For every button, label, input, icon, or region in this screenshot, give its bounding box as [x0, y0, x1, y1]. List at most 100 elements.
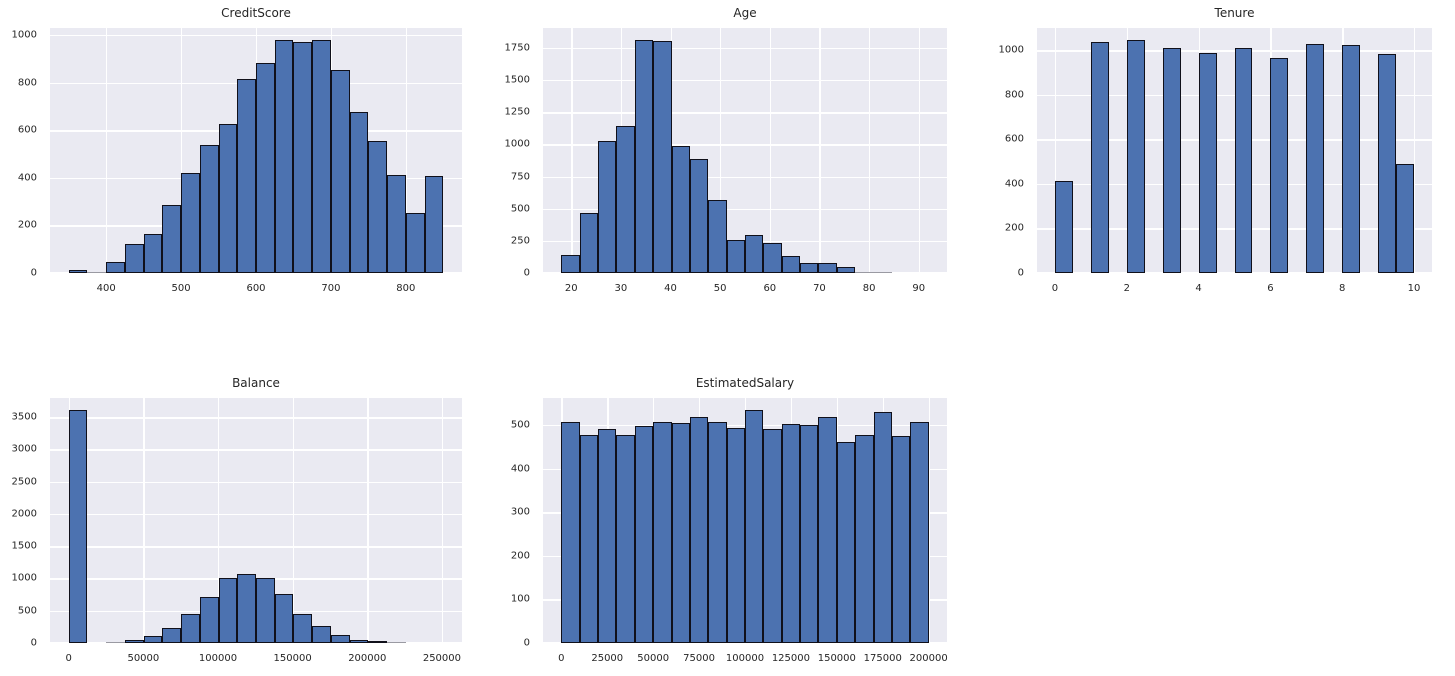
- x-tick-label: 20: [564, 283, 578, 294]
- chart-panel-tenure: Tenure 0 200 400 600 800 1000 0 2 4 6 8 10: [970, 0, 1455, 306]
- x-tick-label: 50000: [637, 653, 670, 664]
- histogram-bar: [68, 409, 88, 643]
- histogram-bar: [800, 424, 819, 643]
- histogram-bar: [1090, 42, 1109, 273]
- histogram-bar: [1378, 53, 1397, 273]
- histogram-bar: [68, 270, 88, 273]
- x-tick-label: 100000: [725, 653, 765, 664]
- histogram-bar: [1306, 44, 1325, 273]
- histogram-bar: [274, 39, 294, 273]
- histogram-bar: [726, 428, 745, 643]
- histogram-bar: [818, 416, 837, 643]
- x-tick-label: 150000: [273, 653, 312, 664]
- histogram-bar: [237, 573, 256, 643]
- histogram-bar: [1054, 181, 1073, 273]
- x-tick-label: 4: [1195, 283, 1202, 294]
- histogram-bar: [368, 641, 388, 643]
- x-tick-label: 80: [862, 283, 876, 294]
- y-tick-label: 1000: [11, 29, 37, 41]
- x-tick-label: 8: [1339, 283, 1346, 294]
- x-tick-label: 6: [1267, 283, 1274, 294]
- x-gridline: [571, 28, 573, 273]
- histogram-bar: [634, 426, 654, 643]
- y-tick-label: 250: [510, 235, 530, 247]
- histogram-bar: [910, 421, 929, 643]
- x-tick-label: 50000: [127, 653, 160, 664]
- histogram-bar: [579, 212, 599, 273]
- y-gridline: [543, 112, 947, 114]
- x-tick-label: 800: [396, 283, 416, 294]
- plot-area: [50, 398, 462, 643]
- histogram-bar: [143, 635, 163, 643]
- histogram-bar: [579, 435, 599, 643]
- y-gridline: [543, 48, 947, 50]
- histogram-bar-tiny: [855, 272, 874, 273]
- y-tick-label: 800: [1004, 89, 1024, 101]
- x-gridline: [720, 28, 722, 273]
- histogram-bar: [349, 640, 369, 643]
- chart-title: Balance: [232, 376, 280, 390]
- histogram-bar: [218, 123, 238, 273]
- histogram-bar: [293, 614, 313, 643]
- x-gridline: [1054, 28, 1057, 273]
- y-gridline: [50, 449, 462, 451]
- histogram-bar: [598, 140, 617, 273]
- x-tick-label: 0: [558, 653, 565, 664]
- histogram-bar: [106, 262, 125, 273]
- histogram-bar: [818, 262, 837, 273]
- y-gridline: [50, 417, 462, 419]
- x-gridline: [405, 28, 408, 273]
- y-tick-label: 600: [17, 124, 37, 136]
- y-tick-label: 300: [510, 506, 530, 518]
- histogram-bar: [1270, 57, 1289, 273]
- y-tick-label: 200: [17, 219, 37, 231]
- x-tick-label: 50: [713, 283, 727, 294]
- x-gridline: [918, 28, 920, 273]
- y-tick-label: 200: [1004, 222, 1024, 234]
- y-tick-label: 1000: [11, 572, 37, 584]
- chart-title: Tenure: [1214, 6, 1255, 20]
- x-gridline: [181, 28, 183, 273]
- histogram-bar: [330, 634, 350, 643]
- x-tick-label: 175000: [863, 653, 902, 664]
- x-tick-label: 200000: [909, 653, 948, 664]
- x-gridline: [218, 398, 220, 643]
- histogram-bar: [1198, 52, 1217, 273]
- histogram-bar-tiny: [106, 642, 125, 643]
- x-tick-label: 30: [614, 283, 628, 294]
- x-gridline: [769, 28, 772, 273]
- y-tick-label: 1000: [504, 138, 530, 150]
- histogram-bar: [891, 435, 911, 643]
- y-tick-label: 400: [17, 172, 37, 184]
- histogram-bar: [561, 421, 580, 643]
- histogram-bar-tiny: [387, 642, 406, 643]
- chart-title: Age: [733, 6, 757, 20]
- histogram-bar: [1342, 44, 1361, 273]
- histogram-bar: [199, 596, 219, 643]
- x-tick-label: 70: [813, 283, 826, 294]
- chart-title: EstimatedSalary: [695, 376, 795, 390]
- y-tick-label: 200: [510, 550, 530, 562]
- histogram-bar: [162, 627, 182, 643]
- histogram-bar: [181, 173, 200, 273]
- y-tick-label: 1500: [504, 74, 530, 86]
- histogram-bar: [199, 144, 219, 273]
- y-gridline: [50, 513, 462, 516]
- histogram-bar: [781, 255, 801, 273]
- y-tick-label: 0: [1017, 267, 1024, 279]
- x-tick-label: 500: [171, 283, 191, 294]
- y-tick-label: 500: [17, 605, 37, 617]
- chart-panel-creditscore: CreditScore 0 200 400 600 800 1000 400 500 600 70…: [0, 0, 485, 306]
- y-gridline: [543, 208, 947, 211]
- y-tick-label: 400: [1004, 178, 1024, 190]
- histogram-bar: [653, 40, 672, 273]
- y-gridline: [543, 144, 947, 146]
- y-tick-label: 600: [1004, 133, 1024, 145]
- chart-title: CreditScore: [221, 6, 291, 20]
- x-gridline: [1414, 28, 1416, 273]
- x-tick-label: 600: [246, 283, 266, 294]
- histogram-bar: [256, 578, 275, 643]
- histogram-bar: [218, 578, 238, 643]
- histogram-bar: [405, 212, 425, 273]
- y-tick-label: 2000: [11, 508, 37, 520]
